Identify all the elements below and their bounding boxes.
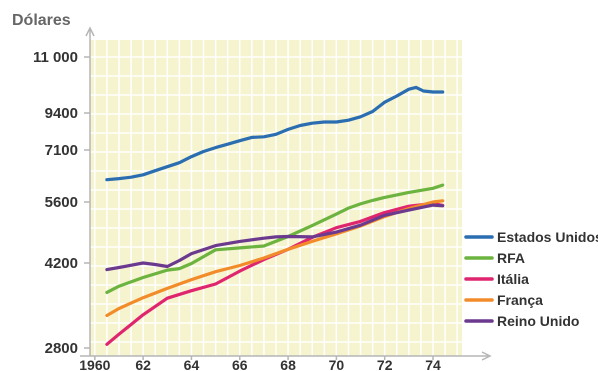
x-tick-labels: 1960 62 64 66 68 70 72 74	[79, 356, 441, 371]
x-axis-arrow	[481, 351, 492, 361]
legend-label-estados-unidos: Estados Unidos	[497, 229, 598, 245]
y-axis-arrow	[85, 26, 95, 37]
y-tick-label: 4200	[45, 255, 78, 272]
y-tick-labels: 2800 4200 5600 7100 9400 11 000	[33, 49, 90, 357]
legend: Estados Unidos RFA Itália França Reino Unido	[464, 229, 598, 329]
legend-label-reino-unido: Reino Unido	[497, 313, 579, 329]
x-tick-label: 70	[329, 357, 345, 371]
series-line-estados-unidos	[105, 85, 445, 182]
x-tick-label: 62	[135, 357, 151, 371]
series-line-reino-unido	[105, 203, 445, 272]
y-tick-label: 5600	[45, 194, 78, 211]
y-axis-label: Dólares	[12, 12, 71, 29]
x-tick-label: 66	[232, 357, 248, 371]
x-tick-label: 68	[280, 357, 296, 371]
y-tick-label: 2800	[45, 340, 78, 357]
x-tick-label: 74	[425, 357, 441, 371]
x-tick-label: 1960	[79, 357, 110, 371]
legend-label-italia: Itália	[497, 271, 529, 287]
grid-lines	[90, 40, 462, 356]
legend-label-franca: França	[497, 292, 543, 308]
x-tick-label: 72	[377, 357, 393, 371]
x-tick-label: 64	[184, 357, 200, 371]
legend-label-rfa: RFA	[497, 250, 525, 266]
axes	[80, 26, 492, 361]
series-lines	[105, 85, 445, 346]
y-tick-label: 11 000	[33, 49, 78, 66]
y-tick-label: 7100	[45, 142, 78, 159]
y-tick-label: 9400	[45, 105, 78, 122]
